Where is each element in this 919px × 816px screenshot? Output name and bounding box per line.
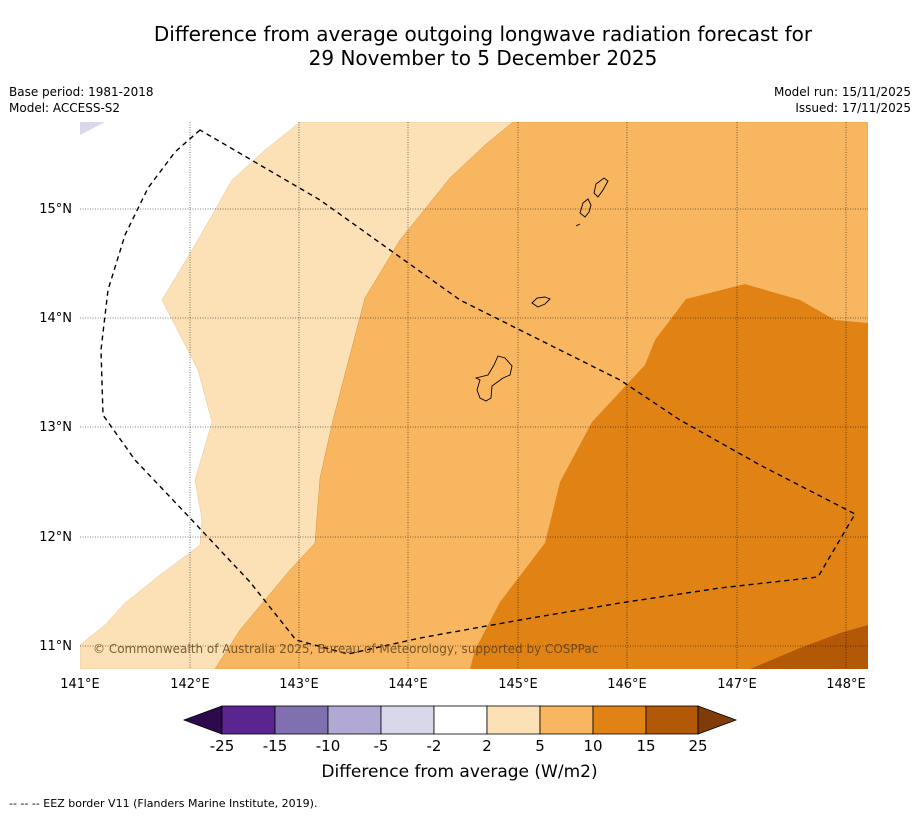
cbar-tick-5: 5 <box>535 737 545 755</box>
eez-border <box>100 129 856 655</box>
axis-labels: 15°N 14°N 13°N 12°N 11°N 141°E 142°E 143… <box>39 202 866 692</box>
lon-label-144: 144°E <box>388 677 428 692</box>
base-period: Base period: 1981-2018 <box>9 85 154 99</box>
band-15-to-25 <box>750 625 868 669</box>
lat-label-15: 15°N <box>39 202 72 217</box>
tinian-island <box>579 198 592 218</box>
title-line-2: 29 November to 5 December 2025 <box>308 46 658 70</box>
colorbar-extend-low <box>182 705 223 735</box>
eez-legend-note: -- -- -- EEZ border V11 (Flanders Marine… <box>9 797 318 810</box>
map-area: © Commonwealth of Australia 2025, Bureau… <box>80 122 868 669</box>
issued-date: Issued: 17/11/2025 <box>795 101 911 115</box>
colorbar-seg-5-10 <box>539 705 594 735</box>
copyright-note: © Commonwealth of Australia 2025, Bureau… <box>93 642 598 656</box>
cbar-tick-neg5: -5 <box>374 737 389 755</box>
colorbar-seg-neg10-neg5 <box>327 705 382 735</box>
cbar-tick-neg2: -2 <box>427 737 442 755</box>
rota-island <box>531 296 551 308</box>
lat-label-13: 13°N <box>39 420 72 435</box>
meta-left: Base period: 1981-2018 Model: ACCESS-S2 <box>9 84 154 116</box>
colorbar-seg-10-15 <box>592 705 647 735</box>
cbar-tick-15: 15 <box>636 737 655 755</box>
model-run: Model run: 15/11/2025 <box>773 85 911 99</box>
lat-label-12: 12°N <box>39 530 72 545</box>
cbar-tick-25: 25 <box>688 737 707 755</box>
cbar-tick-2: 2 <box>482 737 492 755</box>
colorbar-seg-neg2-2 <box>433 705 488 735</box>
cbar-tick-neg10: -10 <box>316 737 341 755</box>
cbar-tick-neg15: -15 <box>263 737 288 755</box>
saipan-island <box>593 177 609 198</box>
colorbar-label: Difference from average (W/m2) <box>321 762 598 782</box>
colorbar-seg-15-25 <box>645 705 699 735</box>
colorbar-seg-neg25-neg15 <box>221 705 276 735</box>
title-line-1: Difference from average outgoing longwav… <box>153 22 813 46</box>
model-name: Model: ACCESS-S2 <box>9 101 121 115</box>
colorbar-extend-high <box>697 705 738 735</box>
lon-label-146: 146°E <box>607 677 647 692</box>
colorbar-ticks: -25 -15 -10 -5 -2 2 5 10 15 25 <box>210 737 708 755</box>
chart-title: Difference from average outgoing longwav… <box>0 22 919 70</box>
lat-label-14: 14°N <box>39 311 72 326</box>
colorbar-seg-2-5 <box>486 705 541 735</box>
lon-label-147: 147°E <box>717 677 757 692</box>
colorbar <box>182 705 738 735</box>
cbar-tick-neg25: -25 <box>210 737 235 755</box>
lon-label-143: 143°E <box>279 677 319 692</box>
lon-label-145: 145°E <box>498 677 538 692</box>
islands <box>474 177 609 402</box>
aguijan-island <box>575 223 581 227</box>
lon-label-142: 142°E <box>170 677 210 692</box>
meta-right: Model run: 15/11/2025 Issued: 17/11/2025 <box>774 84 911 116</box>
band-10-to-15 <box>470 284 868 669</box>
lon-label-148: 148°E <box>826 677 866 692</box>
lon-label-141: 141°E <box>60 677 100 692</box>
colorbar-seg-neg15-neg10 <box>274 705 329 735</box>
graticule <box>80 122 868 669</box>
guam-island <box>474 355 513 402</box>
colorbar-seg-neg5-neg2 <box>380 705 435 735</box>
cbar-tick-10: 10 <box>583 737 602 755</box>
band-neg-5-to-2 <box>80 122 105 135</box>
lat-label-11: 11°N <box>39 639 72 654</box>
